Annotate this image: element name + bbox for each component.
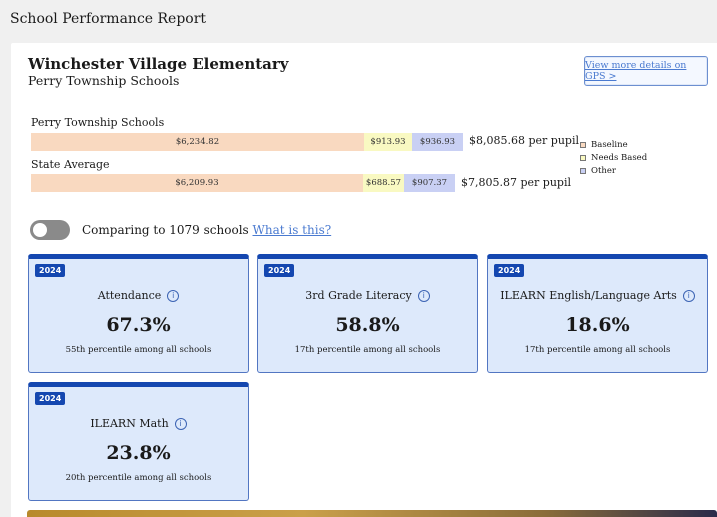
metric-card-attendance: 2024 Attendance i 67.3% 55th percentile … <box>28 254 249 373</box>
funding-total-state: $7,805.87 per pupil <box>461 176 571 189</box>
school-card: Winchester Village Elementary Perry Town… <box>11 43 717 517</box>
legend-label-baseline: Baseline <box>591 139 628 150</box>
legend-item-baseline: Baseline <box>580 138 647 151</box>
info-icon[interactable]: i <box>174 417 187 430</box>
metric-card-ilearn-math: 2024 ILEARN Math i 23.8% 20th percentile… <box>28 382 249 501</box>
view-gps-details-link[interactable]: View more details on GPS > <box>584 56 708 86</box>
funding-bar-state: $6,209.93 $688.57 $907.37 <box>31 174 455 192</box>
info-icon[interactable]: i <box>417 289 430 302</box>
info-icon[interactable]: i <box>167 289 180 302</box>
year-badge: 2024 <box>35 392 66 405</box>
compare-toggle[interactable] <box>30 220 70 240</box>
metric-title: ILEARN Math i <box>29 417 248 430</box>
funding-legend: Baseline Needs Based Other <box>580 138 647 177</box>
info-icon[interactable]: i <box>682 289 695 302</box>
district-name: Perry Township Schools <box>28 73 180 88</box>
bottom-banner-edge <box>27 510 717 517</box>
metric-value: 58.8% <box>335 314 400 336</box>
metric-percentile: 17th percentile among all schools <box>294 345 441 355</box>
toggle-knob <box>33 223 47 237</box>
legend-swatch-baseline <box>580 141 586 148</box>
segment-other: $907.37 <box>404 174 455 192</box>
metric-percentile: 55th percentile among all schools <box>65 345 212 355</box>
funding-total-district: $8,085.68 per pupil <box>469 134 579 147</box>
metric-title-text: Attendance <box>97 289 162 302</box>
funding-row-label-state: State Average <box>31 158 110 171</box>
metric-title: Attendance i <box>29 289 248 302</box>
metric-title-text: ILEARN Math <box>90 417 169 430</box>
metric-value: 18.6% <box>565 314 630 336</box>
metric-percentile: 20th percentile among all schools <box>65 473 212 483</box>
metric-percentile: 17th percentile among all schools <box>524 345 671 355</box>
year-badge: 2024 <box>264 264 295 277</box>
legend-item-other: Other <box>580 164 647 177</box>
legend-swatch-needs-based <box>580 154 586 161</box>
segment-baseline: $6,209.93 <box>31 174 363 192</box>
funding-row-label-district: Perry Township Schools <box>31 116 165 129</box>
legend-item-needs-based: Needs Based <box>580 151 647 164</box>
metric-title-text: 3rd Grade Literacy <box>305 289 412 302</box>
segment-needs-based: $688.57 <box>363 174 404 192</box>
page-title: School Performance Report <box>10 11 207 27</box>
legend-swatch-other <box>580 167 586 174</box>
metric-value: 23.8% <box>106 442 171 464</box>
metric-title: 3rd Grade Literacy i <box>258 289 477 302</box>
funding-bar-district: $6,234.82 $913.93 $936.93 <box>31 133 463 151</box>
segment-other: $936.93 <box>412 133 463 151</box>
school-name: Winchester Village Elementary <box>28 55 289 73</box>
segment-baseline: $6,234.82 <box>31 133 364 151</box>
legend-label-other: Other <box>591 165 616 176</box>
metric-title-text: ILEARN English/Language Arts <box>500 289 677 302</box>
year-badge: 2024 <box>494 264 525 277</box>
metric-value: 67.3% <box>106 314 171 336</box>
segment-needs-based: $913.93 <box>364 133 412 151</box>
compare-text: Comparing to 1079 schools What is this? <box>82 223 331 237</box>
page-header: School Performance Report <box>0 0 717 42</box>
metric-card-ilearn-ela: 2024 ILEARN English/Language Arts i 18.6… <box>487 254 708 373</box>
legend-label-needs-based: Needs Based <box>591 152 648 163</box>
metric-card-3rd-grade-literacy: 2024 3rd Grade Literacy i 58.8% 17th per… <box>257 254 478 373</box>
year-badge: 2024 <box>35 264 66 277</box>
compare-count-text: Comparing to 1079 schools <box>82 223 249 237</box>
metric-title: ILEARN English/Language Arts i <box>488 289 707 302</box>
what-is-this-link[interactable]: What is this? <box>252 223 332 237</box>
